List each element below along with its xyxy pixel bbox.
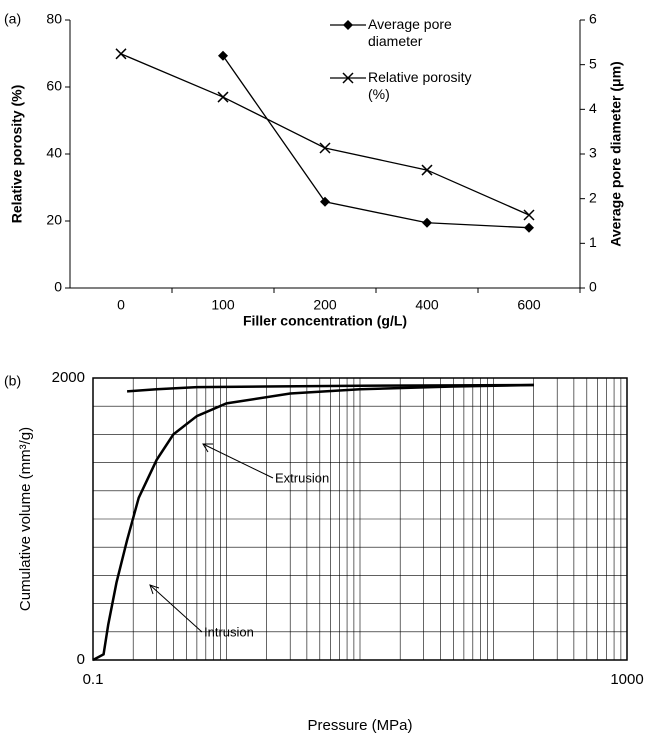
y2-axis-title: Average pore diameter (μm) <box>608 61 624 246</box>
annotation: Extrusion <box>275 470 329 485</box>
y-tick-label: 0 <box>54 279 62 295</box>
marker <box>524 222 534 233</box>
annotation-arrows <box>149 443 274 633</box>
y2-tick-label: 6 <box>589 11 597 27</box>
y2-tick-label: 5 <box>589 55 597 71</box>
marker <box>217 91 229 103</box>
y-tick-label: 40 <box>46 145 62 161</box>
marker <box>115 48 127 60</box>
y-tick-label: 80 <box>46 11 62 27</box>
x-tick-label: 600 <box>517 297 541 313</box>
y-tick-label: 20 <box>46 212 62 228</box>
x-tick-label: 0 <box>117 297 125 313</box>
x-tick-label: 100 <box>211 297 235 313</box>
x-tick-label: 400 <box>415 297 439 313</box>
x-axis-title: Filler concentration (g/L) <box>243 313 407 329</box>
marker <box>319 142 331 154</box>
panel-label: (a) <box>4 11 21 27</box>
y2-tick-label: 0 <box>589 279 597 295</box>
series-line <box>92 383 534 662</box>
y-axis-title: Cumulative volume (mm³/g) <box>17 427 34 611</box>
legend-entry: Relative porosity (%) <box>368 69 472 102</box>
marker <box>422 217 432 228</box>
legend-marker <box>343 20 353 30</box>
marker <box>320 196 330 207</box>
y2-tick-label: 2 <box>589 189 597 205</box>
marker <box>523 209 535 221</box>
series-line <box>222 55 530 229</box>
marker <box>218 50 228 61</box>
x-tick-label: 1000 <box>610 671 643 688</box>
y2-tick-label: 3 <box>589 145 597 161</box>
legend-label: Average pore diameter <box>368 16 452 49</box>
y-tick-label: 60 <box>46 78 62 94</box>
panel-label: (b) <box>4 373 21 389</box>
plot-frame <box>92 377 628 661</box>
legend-marker <box>342 72 354 84</box>
y2-tick-label: 1 <box>589 234 597 250</box>
legend-entry: Average pore diameter <box>368 16 452 49</box>
y-tick-label: 2000 <box>52 369 85 386</box>
y-tick-label: 0 <box>77 651 85 668</box>
x-tick-label: 0.1 <box>83 671 104 688</box>
y-axis-title: Relative porosity (%) <box>9 85 25 223</box>
legend-label: Relative porosity (%) <box>368 69 472 102</box>
x-tick-label: 200 <box>313 297 337 313</box>
marker <box>421 164 433 176</box>
x-axis-title: Pressure (MPa) <box>307 717 412 734</box>
y2-tick-label: 4 <box>589 100 597 116</box>
series-line <box>126 383 534 393</box>
